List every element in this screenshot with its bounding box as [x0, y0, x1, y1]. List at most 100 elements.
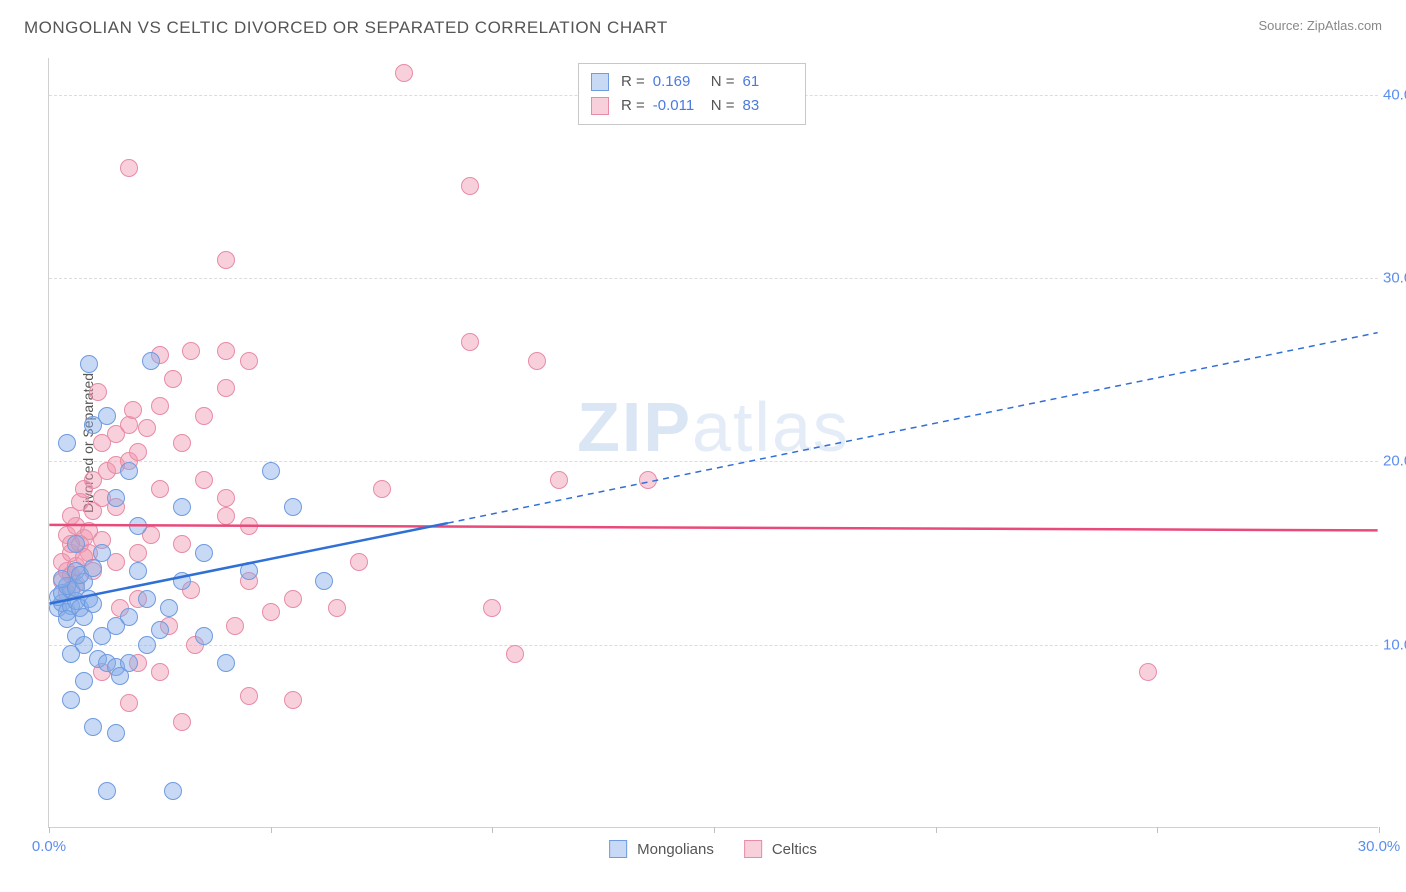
- plot-area: ZIPatlas 10.0%20.0%30.0%40.0%0.0%30.0%: [48, 58, 1378, 828]
- xtick: [1157, 827, 1158, 833]
- scatter-point-mongolians: [98, 782, 116, 800]
- scatter-point-celtics: [124, 401, 142, 419]
- gridline-h: [49, 461, 1378, 462]
- stat-r-label: R =: [621, 70, 645, 94]
- scatter-point-mongolians: [84, 595, 102, 613]
- chart-container: Divorced or Separated ZIPatlas 10.0%20.0…: [48, 58, 1378, 828]
- stat-n-label: N =: [711, 94, 735, 118]
- scatter-point-mongolians: [173, 572, 191, 590]
- scatter-point-celtics: [1139, 663, 1157, 681]
- scatter-point-celtics: [120, 694, 138, 712]
- scatter-point-celtics: [217, 489, 235, 507]
- xtick: [936, 827, 937, 833]
- scatter-point-mongolians: [195, 627, 213, 645]
- scatter-point-celtics: [217, 507, 235, 525]
- scatter-point-celtics: [328, 599, 346, 617]
- scatter-point-mongolians: [75, 672, 93, 690]
- scatter-point-celtics: [129, 443, 147, 461]
- scatter-point-celtics: [461, 333, 479, 351]
- scatter-point-celtics: [528, 352, 546, 370]
- scatter-point-celtics: [350, 553, 368, 571]
- scatter-point-mongolians: [138, 636, 156, 654]
- scatter-point-mongolians: [111, 667, 129, 685]
- scatter-point-celtics: [173, 713, 191, 731]
- scatter-point-mongolians: [240, 562, 258, 580]
- scatter-point-celtics: [164, 370, 182, 388]
- watermark: ZIPatlas: [577, 387, 850, 467]
- scatter-point-celtics: [138, 419, 156, 437]
- scatter-point-mongolians: [160, 599, 178, 617]
- scatter-point-mongolians: [151, 621, 169, 639]
- legend-label-mongolians: Mongolians: [637, 841, 714, 858]
- scatter-point-mongolians: [80, 355, 98, 373]
- scatter-point-mongolians: [284, 498, 302, 516]
- scatter-point-mongolians: [262, 462, 280, 480]
- scatter-point-celtics: [226, 617, 244, 635]
- stat-n-celtics: 83: [743, 94, 793, 118]
- swatch-mongolians: [591, 73, 609, 91]
- scatter-point-mongolians: [129, 517, 147, 535]
- scatter-point-celtics: [240, 687, 258, 705]
- scatter-point-celtics: [284, 590, 302, 608]
- xtick: [714, 827, 715, 833]
- xtick: [271, 827, 272, 833]
- legend-item-celtics: Celtics: [744, 840, 817, 858]
- ytick-label: 40.0%: [1383, 86, 1406, 103]
- scatter-point-celtics: [195, 471, 213, 489]
- scatter-point-celtics: [173, 535, 191, 553]
- xtick-label: 30.0%: [1358, 838, 1401, 855]
- scatter-point-celtics: [173, 434, 191, 452]
- swatch-celtics: [744, 840, 762, 858]
- scatter-point-celtics: [89, 383, 107, 401]
- scatter-point-mongolians: [120, 608, 138, 626]
- scatter-point-celtics: [195, 407, 213, 425]
- scatter-point-mongolians: [315, 572, 333, 590]
- scatter-point-mongolians: [138, 590, 156, 608]
- stat-n-mongolians: 61: [743, 70, 793, 94]
- scatter-point-celtics: [639, 471, 657, 489]
- scatter-point-mongolians: [195, 544, 213, 562]
- scatter-point-mongolians: [107, 489, 125, 507]
- swatch-celtics: [591, 97, 609, 115]
- scatter-point-celtics: [151, 397, 169, 415]
- xtick: [1379, 827, 1380, 833]
- scatter-point-celtics: [240, 517, 258, 535]
- scatter-point-celtics: [151, 480, 169, 498]
- scatter-point-celtics: [284, 691, 302, 709]
- stats-row-celtics: R = -0.011 N = 83: [591, 94, 793, 118]
- scatter-point-mongolians: [58, 434, 76, 452]
- scatter-point-mongolians: [217, 654, 235, 672]
- scatter-point-mongolians: [93, 544, 111, 562]
- scatter-point-celtics: [461, 177, 479, 195]
- gridline-h: [49, 278, 1378, 279]
- swatch-mongolians: [609, 840, 627, 858]
- scatter-point-mongolians: [98, 407, 116, 425]
- scatter-point-celtics: [373, 480, 391, 498]
- stats-legend-box: R = 0.169 N = 61 R = -0.011 N = 83: [578, 63, 806, 125]
- scatter-point-celtics: [483, 599, 501, 617]
- scatter-point-celtics: [217, 379, 235, 397]
- trend-lines-svg: [49, 58, 1378, 827]
- scatter-point-celtics: [151, 663, 169, 681]
- gridline-h: [49, 645, 1378, 646]
- stat-n-label: N =: [711, 70, 735, 94]
- scatter-point-mongolians: [107, 724, 125, 742]
- scatter-point-mongolians: [62, 691, 80, 709]
- scatter-point-mongolians: [173, 498, 191, 516]
- scatter-point-mongolians: [120, 462, 138, 480]
- scatter-point-celtics: [395, 64, 413, 82]
- stats-row-mongolians: R = 0.169 N = 61: [591, 70, 793, 94]
- scatter-point-celtics: [240, 352, 258, 370]
- xtick: [49, 827, 50, 833]
- stat-r-label: R =: [621, 94, 645, 118]
- chart-source: Source: ZipAtlas.com: [1258, 18, 1382, 33]
- scatter-point-celtics: [129, 544, 147, 562]
- bottom-legend: Mongolians Celtics: [609, 840, 817, 858]
- scatter-point-celtics: [262, 603, 280, 621]
- chart-title: MONGOLIAN VS CELTIC DIVORCED OR SEPARATE…: [24, 18, 668, 38]
- stat-r-celtics: -0.011: [653, 94, 703, 118]
- scatter-point-mongolians: [84, 718, 102, 736]
- stat-r-mongolians: 0.169: [653, 70, 703, 94]
- xtick-label: 0.0%: [32, 838, 66, 855]
- scatter-point-mongolians: [164, 782, 182, 800]
